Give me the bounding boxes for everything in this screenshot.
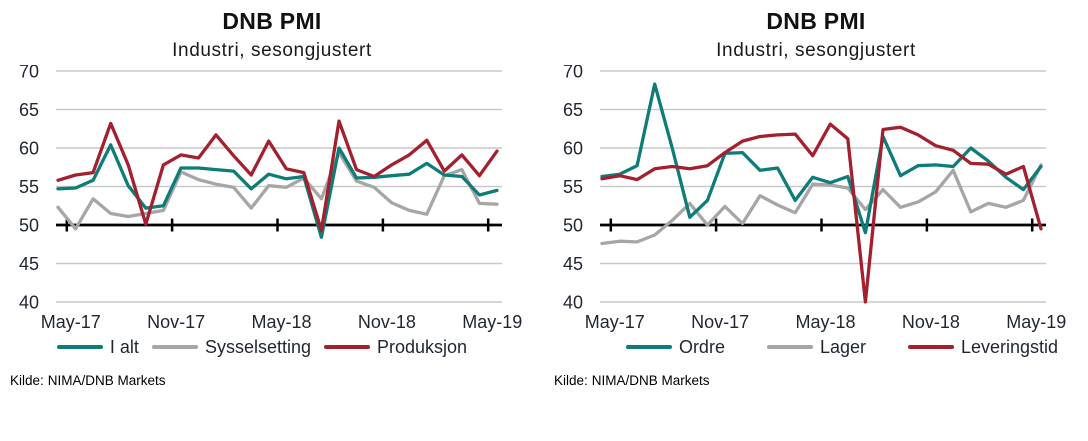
source-note-left: Kilde: NIMA/DNB Markets xyxy=(0,373,544,388)
legend-label-ordre: Ordre xyxy=(678,336,725,357)
x-tick-label: Nov-17 xyxy=(147,312,206,332)
x-tick-label: May-17 xyxy=(40,312,101,332)
series-line-lager xyxy=(600,163,1043,246)
legend-item-sysselsetting: Sysselsetting xyxy=(151,336,311,358)
legend-label-leveringstid: Leveringstid xyxy=(961,336,1059,357)
x-axis-labels-left: May-17 Nov-17 May-18 Nov-18 May-19 xyxy=(0,311,544,335)
y-tick-label: 60 xyxy=(19,139,39,159)
chart-subtitle: Industri, sesongjustert xyxy=(716,40,916,61)
x-tick-label: May-18 xyxy=(251,312,312,332)
x-tick-label: May-19 xyxy=(462,312,523,332)
x-tick-label: May-19 xyxy=(1006,312,1067,332)
chart-panel-right: DNB PMI Industri, sesongjustert 70 65 60 55… xyxy=(544,0,1088,441)
series-line-leveringstid xyxy=(600,122,1043,304)
legend-item-lager: Lager xyxy=(766,336,866,358)
legend-label-ialt: I alt xyxy=(109,336,139,357)
series-line-i-alt xyxy=(56,143,499,239)
plot-wrap-right: 70 65 60 55 50 45 40 May-17 Nov-17 May-18 Nov-18 M… xyxy=(544,65,1088,335)
x-tick-label: Nov-18 xyxy=(901,312,960,332)
x-tick-label: May-17 xyxy=(584,312,645,332)
legend-swatch-teal-line xyxy=(56,344,103,350)
x-tick-label: Nov-18 xyxy=(357,312,416,332)
line-plot-left: 70 65 60 55 50 45 40 xyxy=(19,65,502,312)
series-line-ordre xyxy=(600,82,1043,235)
chart-title: DNB PMI xyxy=(766,8,866,34)
y-tick-label: 70 xyxy=(563,65,583,82)
legend-label-lager: Lager xyxy=(819,336,866,357)
series-line-produksjon xyxy=(56,119,499,233)
source-label: Kilde: xyxy=(10,373,44,388)
legend-label-sysselsetting: Sysselsetting xyxy=(204,336,311,357)
x-tick-label: Nov-17 xyxy=(691,312,750,332)
legend-item-leveringstid: Leveringstid xyxy=(908,337,1058,358)
legend-item-ialt: I alt xyxy=(56,336,139,358)
legend-right: Ordre Lager Leveringstid xyxy=(570,335,1088,359)
legend-label-produksjon: Produksjon xyxy=(377,336,468,357)
y-tick-label: 60 xyxy=(563,139,583,159)
y-tick-label: 70 xyxy=(19,65,39,82)
legend-item-produksjon: Produksjon xyxy=(324,337,467,358)
y-tick-label: 50 xyxy=(563,216,583,236)
legend-swatch-teal-line xyxy=(625,344,672,350)
plot-wrap-left: 70 65 60 55 50 45 40 May-17 Nov-17 May-18 Nov-18 M… xyxy=(0,65,544,335)
legend-swatch-red-line xyxy=(908,344,954,350)
source-label: Kilde: xyxy=(554,373,588,388)
source-note-right: Kilde: NIMA/DNB Markets xyxy=(544,373,1088,388)
series-line-sysselsetting xyxy=(56,150,499,231)
line-plot-right: 70 65 60 55 50 45 40 xyxy=(563,65,1046,312)
y-tick-label: 45 xyxy=(19,254,39,274)
legend-swatch-gray-line xyxy=(151,344,198,350)
y-tick-label: 40 xyxy=(563,293,583,312)
y-tick-label: 55 xyxy=(19,177,39,197)
legend-left: I alt Sysselsetting Produksjon xyxy=(0,335,534,359)
y-tick-label: 40 xyxy=(19,293,39,312)
x-tick-label: May-18 xyxy=(795,312,856,332)
y-tick-label: 50 xyxy=(19,216,39,236)
y-tick-label: 45 xyxy=(563,254,583,274)
source-text: NIMA/DNB Markets xyxy=(47,373,166,388)
x-axis-labels-right: May-17 Nov-17 May-18 Nov-18 May-19 xyxy=(544,311,1088,335)
legend-swatch-gray-line xyxy=(766,344,813,350)
y-tick-label: 65 xyxy=(19,100,39,120)
y-tick-label: 65 xyxy=(563,100,583,120)
legend-swatch-red-line xyxy=(324,344,370,350)
source-text: NIMA/DNB Markets xyxy=(591,373,710,388)
y-tick-label: 55 xyxy=(563,177,583,197)
chart-subtitle: Industri, sesongjustert xyxy=(172,40,372,61)
legend-item-ordre: Ordre xyxy=(625,336,725,358)
chart-title: DNB PMI xyxy=(222,8,322,34)
chart-panel-left: DNB PMI Industri, sesongjustert 70 65 60 55… xyxy=(0,8,544,388)
